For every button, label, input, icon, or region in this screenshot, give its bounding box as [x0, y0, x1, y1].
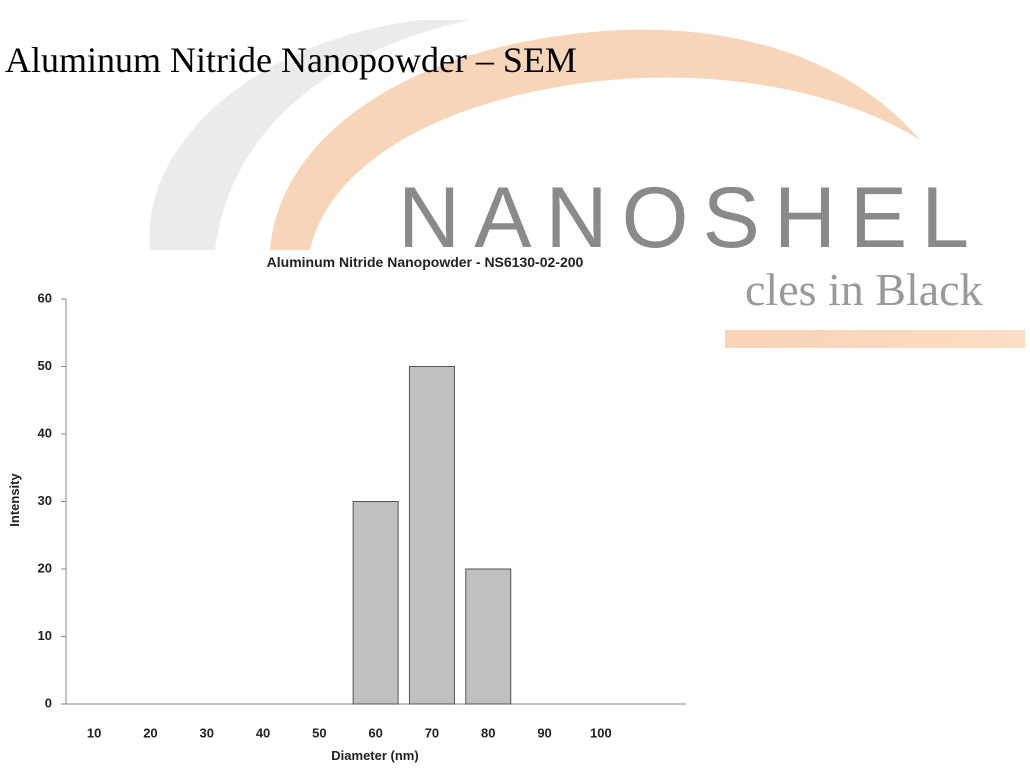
page: NANOSHEL cles in Black Aluminum Nitride …	[0, 0, 1030, 778]
bar	[409, 367, 454, 705]
y-tick-label: 20	[38, 560, 52, 575]
logo-tagline: cles in Black	[745, 264, 983, 315]
y-tick-label: 50	[38, 358, 52, 373]
x-tick-label: 20	[143, 725, 157, 740]
x-tick-label: 10	[87, 725, 101, 740]
y-axis-label: Intensity	[7, 473, 22, 527]
y-tick-label: 10	[38, 628, 52, 643]
y-tick-label: 30	[38, 493, 52, 508]
x-tick-label: 70	[425, 725, 439, 740]
x-tick-label: 100	[590, 725, 612, 740]
logo-name: NANOSHEL	[398, 170, 983, 266]
slide-title: Aluminum Nitride Nanopowder – SEM	[5, 40, 577, 80]
y-tick-label: 40	[38, 425, 52, 440]
slide: NANOSHEL cles in Black Aluminum Nitride …	[0, 0, 1030, 778]
logo-bar	[725, 330, 1025, 348]
x-tick-label: 80	[481, 725, 495, 740]
x-tick-label: 40	[256, 725, 270, 740]
bar	[466, 569, 511, 704]
x-axis-label: Diameter (nm)	[331, 748, 418, 763]
x-tick-label: 30	[200, 725, 214, 740]
bar	[353, 502, 398, 705]
y-tick-label: 60	[38, 290, 52, 305]
y-tick-label: 0	[45, 695, 52, 710]
x-tick-label: 50	[312, 725, 326, 740]
chart-title: Aluminum Nitride Nanopowder - NS6130-02-…	[267, 254, 584, 270]
x-tick-label: 60	[368, 725, 382, 740]
x-tick-label: 90	[537, 725, 551, 740]
